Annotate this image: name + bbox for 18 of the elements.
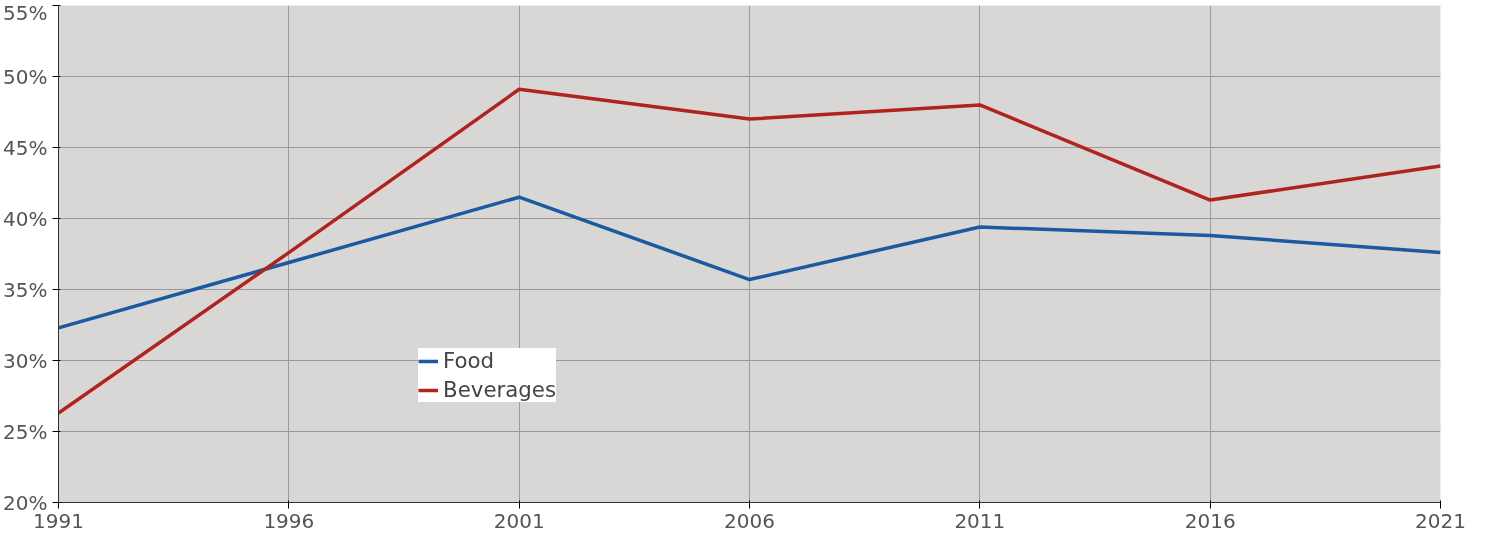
y-tick-label: 30% <box>3 348 48 373</box>
y-tick-label: 25% <box>3 419 48 444</box>
x-tick-label: 2001 <box>493 508 545 533</box>
x-tick-label: 2011 <box>954 508 1006 533</box>
legend-label: Beverages <box>443 377 557 402</box>
x-tick-label: 2006 <box>724 508 775 533</box>
legend-label: Food <box>443 348 495 373</box>
y-tick-label: 40% <box>3 206 48 231</box>
y-tick-label: 20% <box>3 490 48 515</box>
x-tick-label: 1996 <box>263 508 315 533</box>
x-tick-label: 2016 <box>1184 508 1236 533</box>
y-tick-label: 35% <box>3 277 48 302</box>
y-tick-label: 55% <box>3 0 48 25</box>
y-tick-label: 45% <box>3 135 48 160</box>
line-series <box>58 195 1441 330</box>
x-tick-label: 2021 <box>1415 508 1466 533</box>
y-tick-label: 50% <box>3 64 48 89</box>
line-series <box>58 87 1441 415</box>
